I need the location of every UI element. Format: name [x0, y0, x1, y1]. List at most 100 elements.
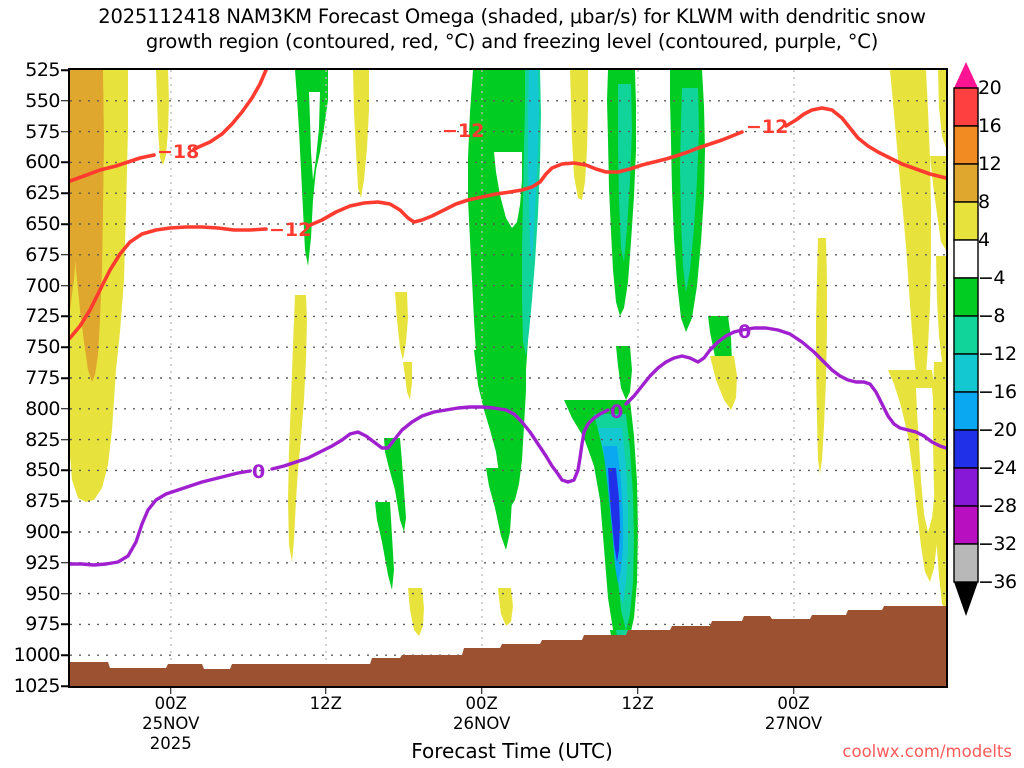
y-axis-tick [61, 592, 68, 595]
colorbar-tick-label: 20 [978, 77, 1002, 99]
colorbar-band [953, 201, 979, 241]
colorbar-tick-label: −20 [978, 419, 1017, 441]
plot-area: −18 −12 −12 −12 0 0 0 [68, 68, 948, 688]
colorbar-tick-label: −12 [978, 343, 1017, 365]
contour-label-zero-c: 0 [738, 321, 751, 343]
x-label-year: 2025 [149, 734, 192, 753]
y-axis-tick [61, 254, 68, 256]
colorbar-tick-label: −8 [978, 305, 1006, 327]
contour-label-zero-a: 0 [252, 461, 265, 483]
colorbar-band [953, 315, 979, 355]
colorbar-band [953, 429, 979, 469]
y-axis-label: 800 [25, 397, 60, 420]
y-axis-tick [61, 346, 68, 348]
x-label-date: 26NOV [453, 714, 511, 733]
y-axis-tick [61, 408, 68, 410]
y-axis-label: 925 [25, 551, 60, 574]
colorbar-band [953, 353, 979, 393]
y-axis-label: 1000 [13, 644, 61, 667]
contour-label-minus18: −18 [157, 141, 199, 163]
x-axis-label: 12Z [621, 694, 653, 714]
y-axis-tick [61, 685, 68, 687]
colorbar-band [953, 505, 979, 545]
colorbar-tick-label: −16 [978, 381, 1017, 403]
x-axis-tick [169, 686, 172, 694]
y-axis-label: 900 [25, 521, 60, 543]
y-axis-label: 950 [25, 582, 60, 605]
y-axis-label: 750 [25, 336, 60, 359]
colorbar-band [953, 391, 979, 431]
y-axis-label: 625 [25, 182, 60, 205]
vertical-gridlines [170, 70, 795, 686]
y-axis-tick [61, 223, 68, 225]
colorbar-band [953, 277, 979, 317]
dendritic-snow-growth-contours [70, 70, 946, 340]
colorbar-tick-label: 4 [978, 229, 990, 251]
y-axis-tick [61, 531, 68, 533]
y-axis-tick [61, 69, 68, 71]
contour-label-minus12-c: −12 [746, 116, 788, 138]
contour-minus12-main [70, 106, 946, 340]
y-axis-label: 975 [25, 613, 60, 636]
colorbar-tick-label: 8 [978, 191, 990, 213]
credit-watermark: coolwx.com/modelts [842, 742, 1012, 761]
colorbar [952, 60, 980, 652]
colorbar-bottom-arrow [954, 582, 978, 616]
x-label-time: 00Z [465, 694, 498, 713]
terrain-surface [70, 606, 946, 686]
y-axis-label: 650 [25, 213, 60, 235]
y-axis-label: 775 [25, 367, 60, 389]
x-axis-label: 00Z 27NOV [765, 694, 822, 734]
colorbar-tick-label: 12 [978, 153, 1002, 175]
y-axis-tick [61, 438, 68, 441]
colorbar-band [953, 125, 979, 165]
y-axis-tick [61, 377, 68, 379]
x-label-time: 00Z [154, 694, 187, 713]
colorbar-tick-label: −24 [978, 457, 1017, 479]
x-axis-label: 00Z 25NOV 2025 [142, 694, 199, 754]
y-axis-tick [61, 500, 68, 502]
contour-label-minus12-a: −12 [269, 219, 311, 241]
colorbar-band [953, 239, 979, 279]
x-axis-tick [325, 686, 327, 694]
y-axis-tick [61, 469, 68, 472]
page-title: 2025112418 NAM3KM Forecast Omega (shaded… [0, 4, 1024, 54]
colorbar-tick-label: −36 [978, 571, 1017, 593]
x-axis-tick [792, 686, 795, 694]
title-line-2: growth region (contoured, red, °C) and f… [145, 30, 879, 53]
y-axis-label: 825 [25, 428, 60, 451]
x-axis-label: 00Z 26NOV [453, 694, 510, 734]
x-label-date: 25NOV [142, 714, 200, 733]
contour-label-group: −18 −12 −12 −12 0 0 0 [157, 116, 788, 483]
x-label-time: 00Z [777, 694, 810, 713]
title-line-1: 2025112418 NAM3KM Forecast Omega (shaded… [98, 5, 926, 28]
y-axis-tick [61, 192, 68, 194]
y-axis-tick [61, 315, 68, 318]
x-axis-tick [480, 686, 483, 694]
y-axis-tick [61, 100, 68, 102]
x-axis-title: Forecast Time (UTC) [411, 739, 613, 763]
y-axis-label: 550 [25, 89, 60, 112]
y-axis-label: 1025 [13, 675, 61, 697]
colorbar-tick-label: 16 [978, 115, 1002, 137]
contour-label-minus12-b: −12 [442, 120, 484, 142]
colorbar-band [953, 543, 979, 583]
y-axis-tick [61, 562, 68, 564]
x-label-time: 12Z [621, 694, 654, 713]
y-axis-tick [61, 623, 68, 626]
contour-minus18 [70, 70, 268, 183]
colorbar-band [953, 163, 979, 203]
y-axis-tick [61, 654, 68, 656]
colorbar-tick-label: −28 [978, 495, 1017, 517]
y-axis-label: 675 [25, 243, 60, 266]
colorbar-top-arrow [954, 62, 978, 88]
x-label-time: 12Z [309, 694, 342, 713]
y-axis-label: 700 [25, 274, 60, 297]
y-axis-tick [61, 161, 68, 164]
omega-shaded-field [70, 70, 946, 686]
colorbar-svg [953, 62, 979, 616]
colorbar-band [953, 87, 979, 127]
x-axis-label: 12Z [310, 694, 342, 714]
colorbar-tick-label: −32 [978, 533, 1017, 555]
